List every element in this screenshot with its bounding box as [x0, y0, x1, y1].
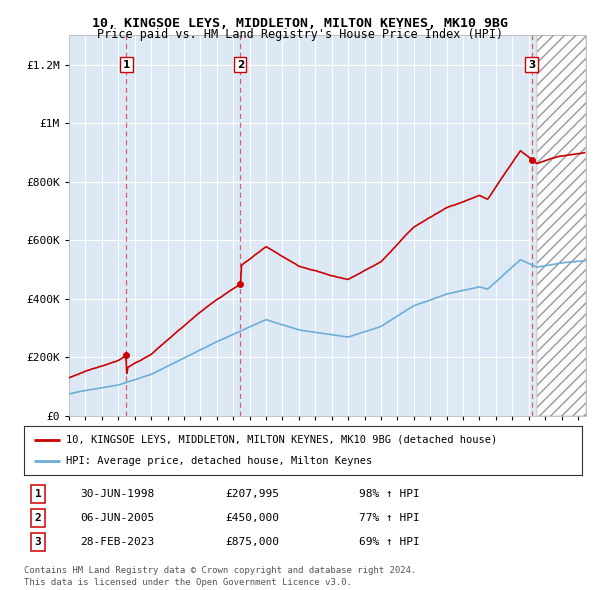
Text: 2: 2: [236, 60, 244, 70]
Text: 1: 1: [35, 489, 41, 499]
Text: 69% ↑ HPI: 69% ↑ HPI: [359, 537, 419, 546]
Text: 2: 2: [35, 513, 41, 523]
Text: 10, KINGSOE LEYS, MIDDLETON, MILTON KEYNES, MK10 9BG: 10, KINGSOE LEYS, MIDDLETON, MILTON KEYN…: [92, 17, 508, 30]
Text: Contains HM Land Registry data © Crown copyright and database right 2024.: Contains HM Land Registry data © Crown c…: [24, 566, 416, 575]
Text: This data is licensed under the Open Government Licence v3.0.: This data is licensed under the Open Gov…: [24, 578, 352, 587]
Bar: [537, 35, 586, 416]
Text: 3: 3: [528, 60, 535, 70]
Text: 3: 3: [35, 537, 41, 546]
Text: 1: 1: [123, 60, 130, 70]
Text: 30-JUN-1998: 30-JUN-1998: [80, 489, 154, 499]
Text: £875,000: £875,000: [225, 537, 279, 546]
Text: 28-FEB-2023: 28-FEB-2023: [80, 537, 154, 546]
Text: 77% ↑ HPI: 77% ↑ HPI: [359, 513, 419, 523]
Text: 06-JUN-2005: 06-JUN-2005: [80, 513, 154, 523]
Text: £207,995: £207,995: [225, 489, 279, 499]
Text: HPI: Average price, detached house, Milton Keynes: HPI: Average price, detached house, Milt…: [66, 456, 372, 466]
Text: 98% ↑ HPI: 98% ↑ HPI: [359, 489, 419, 499]
Text: Price paid vs. HM Land Registry's House Price Index (HPI): Price paid vs. HM Land Registry's House …: [97, 28, 503, 41]
Text: 10, KINGSOE LEYS, MIDDLETON, MILTON KEYNES, MK10 9BG (detached house): 10, KINGSOE LEYS, MIDDLETON, MILTON KEYN…: [66, 435, 497, 445]
Bar: [537, 35, 586, 416]
Text: £450,000: £450,000: [225, 513, 279, 523]
